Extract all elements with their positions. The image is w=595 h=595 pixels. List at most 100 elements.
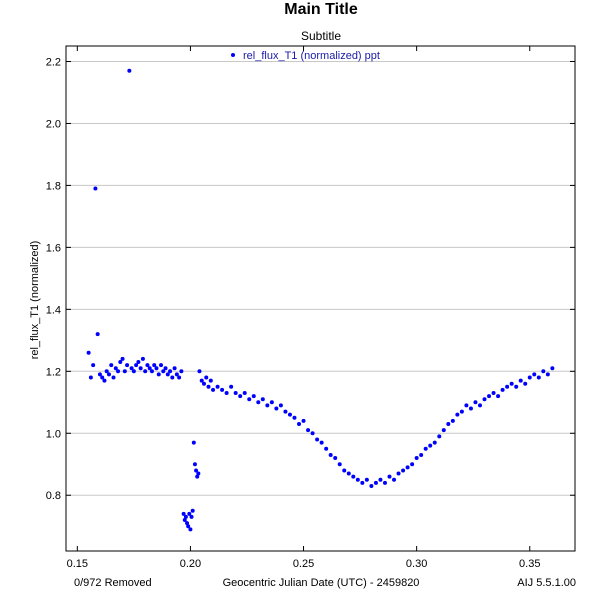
legend: rel_flux_T1 (normalized) ppt — [231, 50, 380, 62]
data-point — [197, 369, 202, 374]
data-point — [333, 456, 338, 461]
data-point — [446, 421, 451, 426]
data-point — [455, 412, 460, 417]
data-point — [224, 390, 229, 395]
data-point — [143, 369, 148, 374]
data-point — [113, 366, 118, 371]
data-point — [509, 381, 514, 386]
data-point — [242, 390, 247, 395]
data-point — [190, 508, 195, 513]
data-point — [346, 471, 351, 476]
data-point — [109, 363, 114, 368]
data-point — [122, 369, 127, 374]
data-point — [238, 394, 243, 399]
data-point — [441, 428, 446, 433]
data-point — [183, 514, 188, 519]
data-point — [274, 406, 279, 411]
data-point — [351, 474, 356, 479]
y-tick-label: 2.0 — [46, 118, 61, 130]
data-point — [195, 474, 200, 479]
data-point — [125, 363, 130, 368]
data-point — [159, 363, 164, 368]
data-point — [401, 468, 406, 473]
data-point — [419, 452, 424, 457]
data-point — [545, 372, 550, 377]
data-point — [149, 369, 154, 374]
legend-label: rel_flux_T1 (normalized) ppt — [243, 50, 380, 62]
y-tick-label: 0.8 — [46, 490, 61, 502]
data-point — [136, 360, 141, 365]
data-point — [91, 363, 96, 368]
data-point — [201, 381, 206, 386]
data-point — [500, 387, 505, 392]
grid-layer — [66, 60, 575, 496]
data-point — [182, 518, 187, 523]
x-tick-label: 0.30 — [406, 558, 427, 570]
chart-title: Main Title — [284, 1, 358, 18]
data-point — [116, 369, 121, 374]
data-point — [161, 369, 166, 374]
data-point — [172, 366, 177, 371]
data-point — [88, 375, 93, 380]
data-point — [496, 394, 501, 399]
data-point — [527, 375, 532, 380]
y-axis-label: rel_flux_T1 (normalized) — [29, 241, 41, 360]
data-point — [134, 363, 139, 368]
data-point — [179, 369, 184, 374]
data-point — [140, 356, 145, 361]
data-point — [437, 434, 442, 439]
ticks-layer: 0.8 1.0 1.2 1.4 1.6 1.8 2.0 2.2 0.15 0.20 0.25 0.30… — [46, 46, 575, 570]
data-point — [186, 524, 191, 529]
data-point — [185, 521, 190, 526]
data-point — [477, 403, 482, 408]
data-points — [86, 68, 555, 532]
data-point — [177, 375, 182, 380]
data-point — [283, 409, 288, 414]
data-point — [196, 471, 201, 476]
data-point — [414, 456, 419, 461]
data-point — [251, 394, 256, 399]
data-point — [127, 68, 132, 73]
data-point — [188, 527, 193, 532]
data-point — [260, 397, 265, 402]
data-point — [369, 483, 374, 488]
y-tick-label: 1.8 — [46, 180, 61, 192]
chart-subtitle: Subtitle — [301, 29, 341, 43]
data-point — [306, 428, 311, 433]
data-point — [229, 384, 234, 389]
data-point — [428, 443, 433, 448]
data-point — [95, 332, 100, 337]
data-point — [204, 375, 209, 380]
data-point — [328, 452, 333, 457]
data-point — [147, 366, 152, 371]
data-point — [163, 366, 168, 371]
data-point — [487, 394, 492, 399]
data-point — [104, 369, 109, 374]
data-point — [138, 366, 143, 371]
data-point — [233, 390, 238, 395]
data-point — [97, 372, 102, 377]
data-point — [93, 186, 98, 191]
data-point — [301, 418, 306, 423]
data-point — [491, 390, 496, 395]
data-point — [131, 369, 136, 374]
data-point — [165, 372, 170, 377]
x-tick-label: 0.35 — [519, 558, 540, 570]
y-tick-label: 2.2 — [46, 56, 61, 68]
data-point — [86, 350, 91, 355]
data-point — [111, 375, 116, 380]
data-point — [215, 384, 220, 389]
data-point — [550, 366, 555, 371]
data-point — [106, 372, 111, 377]
data-point — [382, 480, 387, 485]
data-point — [514, 384, 519, 389]
data-point — [102, 378, 107, 383]
data-point — [464, 403, 469, 408]
data-point — [324, 446, 329, 451]
x-axis-label: Geocentric Julian Date (UTC) - 2459820 — [223, 577, 420, 589]
data-point — [278, 403, 283, 408]
x-tick-label: 0.15 — [67, 558, 88, 570]
data-point — [482, 397, 487, 402]
data-point — [319, 440, 324, 445]
